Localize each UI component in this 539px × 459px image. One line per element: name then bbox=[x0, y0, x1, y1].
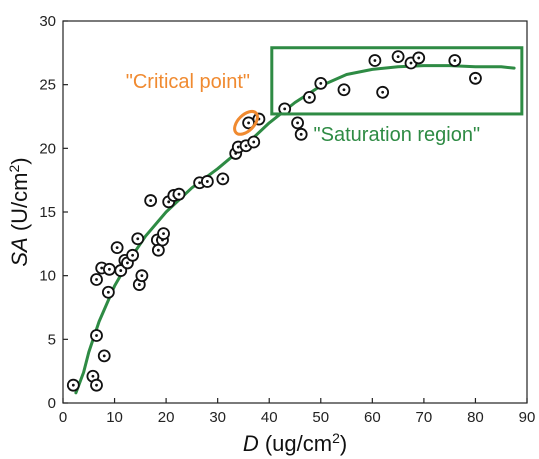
data-point bbox=[112, 242, 123, 253]
x-axis-unit: (ug/cm bbox=[259, 431, 332, 456]
x-tick-label: 20 bbox=[158, 409, 175, 426]
data-point bbox=[91, 274, 102, 285]
y-tick-label: 25 bbox=[39, 77, 56, 94]
x-tick-label: 90 bbox=[519, 409, 536, 426]
data-points bbox=[68, 51, 481, 391]
data-point bbox=[202, 176, 213, 187]
x-tick-label: 30 bbox=[209, 409, 226, 426]
data-point bbox=[174, 189, 185, 200]
y-tick-label: 30 bbox=[39, 13, 56, 30]
x-axis-title: D (ug/cm2) bbox=[243, 430, 347, 456]
data-point bbox=[338, 84, 349, 95]
y-axis-unit-close: ) bbox=[7, 157, 32, 164]
data-point bbox=[158, 228, 169, 239]
x-axis-unit-exponent: 2 bbox=[332, 430, 340, 446]
saturation-region-label: "Saturation region" bbox=[314, 124, 481, 146]
data-point bbox=[248, 136, 259, 147]
x-tick-label: 10 bbox=[106, 409, 123, 426]
y-tick-label: 0 bbox=[48, 395, 56, 412]
data-point bbox=[99, 350, 110, 361]
data-point bbox=[132, 233, 143, 244]
y-tick-label: 10 bbox=[39, 268, 56, 285]
y-axis-unit: (U/cm bbox=[7, 173, 32, 238]
x-tick-label: 60 bbox=[364, 409, 381, 426]
data-point bbox=[104, 264, 115, 275]
y-tick-label: 15 bbox=[39, 204, 56, 221]
axis-ticks: 0 10 20 30 40 50 60 70 80 90 0 5 10 15 20 25 30 bbox=[39, 13, 535, 426]
data-point bbox=[470, 73, 481, 84]
x-tick-label: 0 bbox=[59, 409, 67, 426]
data-point bbox=[103, 287, 114, 298]
y-axis-title: SA (U/cm2) bbox=[6, 157, 32, 266]
data-point bbox=[91, 330, 102, 341]
data-point bbox=[136, 270, 147, 281]
x-tick-label: 80 bbox=[467, 409, 484, 426]
data-point bbox=[315, 78, 326, 89]
data-point bbox=[292, 117, 303, 128]
data-point bbox=[377, 87, 388, 98]
y-axis-unit-exponent: 2 bbox=[6, 165, 22, 173]
data-point bbox=[68, 380, 79, 391]
data-point bbox=[127, 250, 138, 261]
x-tick-label: 70 bbox=[416, 409, 433, 426]
x-tick-label: 40 bbox=[261, 409, 278, 426]
annotations: "Critical point" "Saturation region" bbox=[126, 48, 522, 146]
x-axis-symbol: D bbox=[243, 431, 259, 456]
y-tick-label: 5 bbox=[48, 331, 56, 348]
x-axis-unit-close: ) bbox=[340, 431, 347, 456]
x-tick-label: 50 bbox=[312, 409, 329, 426]
data-point bbox=[393, 51, 404, 62]
critical-point-label: "Critical point" bbox=[126, 71, 250, 93]
data-point bbox=[145, 195, 156, 206]
data-point bbox=[304, 92, 315, 103]
data-point bbox=[91, 380, 102, 391]
data-point bbox=[296, 129, 307, 140]
data-point bbox=[369, 55, 380, 66]
data-point bbox=[217, 173, 228, 184]
data-point bbox=[413, 52, 424, 63]
y-tick-label: 20 bbox=[39, 140, 56, 157]
y-axis-symbol: SA bbox=[7, 237, 32, 266]
data-point bbox=[449, 55, 460, 66]
